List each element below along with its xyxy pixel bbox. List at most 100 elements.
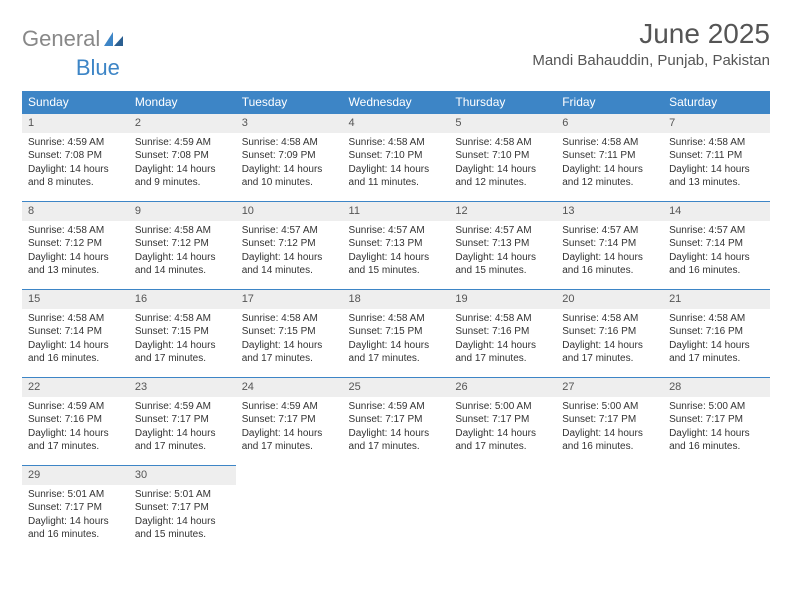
sunrise-text: Sunrise: 4:58 AM [562, 312, 657, 326]
day-body: Sunrise: 4:58 AMSunset: 7:10 PMDaylight:… [343, 133, 450, 196]
day-body: Sunrise: 4:58 AMSunset: 7:11 PMDaylight:… [556, 133, 663, 196]
day-number: 7 [663, 113, 770, 133]
sunrise-text: Sunrise: 4:57 AM [242, 224, 337, 238]
day-body: Sunrise: 4:59 AMSunset: 7:08 PMDaylight:… [129, 133, 236, 196]
daylight-text: Daylight: 14 hours and 16 minutes. [562, 251, 657, 278]
daylight-text: Daylight: 14 hours and 14 minutes. [242, 251, 337, 278]
daylight-text: Daylight: 14 hours and 15 minutes. [349, 251, 444, 278]
calendar-cell: 22Sunrise: 4:59 AMSunset: 7:16 PMDayligh… [22, 377, 129, 465]
day-number: 5 [449, 113, 556, 133]
day-body: Sunrise: 5:01 AMSunset: 7:17 PMDaylight:… [22, 485, 129, 548]
sunset-text: Sunset: 7:12 PM [135, 237, 230, 251]
day-number: 28 [663, 377, 770, 397]
sunset-text: Sunset: 7:13 PM [349, 237, 444, 251]
daylight-text: Daylight: 14 hours and 17 minutes. [455, 339, 550, 366]
day-number: 10 [236, 201, 343, 221]
daylight-text: Daylight: 14 hours and 17 minutes. [242, 339, 337, 366]
day-number: 12 [449, 201, 556, 221]
daylight-text: Daylight: 14 hours and 17 minutes. [562, 339, 657, 366]
day-number: 11 [343, 201, 450, 221]
sunset-text: Sunset: 7:15 PM [349, 325, 444, 339]
calendar-body: 1Sunrise: 4:59 AMSunset: 7:08 PMDaylight… [22, 113, 770, 553]
calendar-cell: 13Sunrise: 4:57 AMSunset: 7:14 PMDayligh… [556, 201, 663, 289]
day-number: 6 [556, 113, 663, 133]
day-body: Sunrise: 4:57 AMSunset: 7:13 PMDaylight:… [449, 221, 556, 284]
sunrise-text: Sunrise: 4:58 AM [28, 224, 123, 238]
day-body: Sunrise: 4:58 AMSunset: 7:16 PMDaylight:… [556, 309, 663, 372]
day-number: 15 [22, 289, 129, 309]
sunrise-text: Sunrise: 4:57 AM [349, 224, 444, 238]
day-body: Sunrise: 4:57 AMSunset: 7:14 PMDaylight:… [663, 221, 770, 284]
calendar-cell: 30Sunrise: 5:01 AMSunset: 7:17 PMDayligh… [129, 465, 236, 553]
sunset-text: Sunset: 7:11 PM [562, 149, 657, 163]
sunset-text: Sunset: 7:16 PM [562, 325, 657, 339]
sunset-text: Sunset: 7:17 PM [669, 413, 764, 427]
sunset-text: Sunset: 7:14 PM [669, 237, 764, 251]
sunset-text: Sunset: 7:17 PM [242, 413, 337, 427]
day-number: 9 [129, 201, 236, 221]
daylight-text: Daylight: 14 hours and 16 minutes. [669, 251, 764, 278]
calendar-cell: 23Sunrise: 4:59 AMSunset: 7:17 PMDayligh… [129, 377, 236, 465]
day-body: Sunrise: 4:58 AMSunset: 7:11 PMDaylight:… [663, 133, 770, 196]
sunrise-text: Sunrise: 4:59 AM [135, 400, 230, 414]
day-number: 4 [343, 113, 450, 133]
logo-sail-icon [103, 30, 125, 48]
day-number: 25 [343, 377, 450, 397]
sunrise-text: Sunrise: 4:58 AM [135, 224, 230, 238]
daylight-text: Daylight: 14 hours and 17 minutes. [669, 339, 764, 366]
calendar-cell: 11Sunrise: 4:57 AMSunset: 7:13 PMDayligh… [343, 201, 450, 289]
calendar-cell: 18Sunrise: 4:58 AMSunset: 7:15 PMDayligh… [343, 289, 450, 377]
day-number: 19 [449, 289, 556, 309]
day-number: 20 [556, 289, 663, 309]
calendar-cell: 9Sunrise: 4:58 AMSunset: 7:12 PMDaylight… [129, 201, 236, 289]
sunrise-text: Sunrise: 5:00 AM [669, 400, 764, 414]
day-body: Sunrise: 4:58 AMSunset: 7:14 PMDaylight:… [22, 309, 129, 372]
day-body: Sunrise: 4:59 AMSunset: 7:17 PMDaylight:… [129, 397, 236, 460]
calendar-cell: 5Sunrise: 4:58 AMSunset: 7:10 PMDaylight… [449, 113, 556, 201]
day-body: Sunrise: 4:59 AMSunset: 7:17 PMDaylight:… [343, 397, 450, 460]
calendar-cell: 3Sunrise: 4:58 AMSunset: 7:09 PMDaylight… [236, 113, 343, 201]
day-number: 14 [663, 201, 770, 221]
day-body: Sunrise: 4:58 AMSunset: 7:09 PMDaylight:… [236, 133, 343, 196]
sunset-text: Sunset: 7:12 PM [242, 237, 337, 251]
sunrise-text: Sunrise: 4:58 AM [669, 312, 764, 326]
calendar-cell: 8Sunrise: 4:58 AMSunset: 7:12 PMDaylight… [22, 201, 129, 289]
day-number: 26 [449, 377, 556, 397]
sunrise-text: Sunrise: 4:59 AM [28, 400, 123, 414]
calendar-cell: 4Sunrise: 4:58 AMSunset: 7:10 PMDaylight… [343, 113, 450, 201]
calendar-cell: 24Sunrise: 4:59 AMSunset: 7:17 PMDayligh… [236, 377, 343, 465]
day-header: Tuesday [236, 91, 343, 113]
sunset-text: Sunset: 7:16 PM [455, 325, 550, 339]
sunrise-text: Sunrise: 4:58 AM [349, 136, 444, 150]
calendar-cell: 15Sunrise: 4:58 AMSunset: 7:14 PMDayligh… [22, 289, 129, 377]
daylight-text: Daylight: 14 hours and 15 minutes. [455, 251, 550, 278]
sunrise-text: Sunrise: 4:58 AM [28, 312, 123, 326]
calendar-cell [556, 465, 663, 553]
sunrise-text: Sunrise: 4:59 AM [135, 136, 230, 150]
month-title: June 2025 [532, 18, 770, 50]
calendar-cell: 17Sunrise: 4:58 AMSunset: 7:15 PMDayligh… [236, 289, 343, 377]
calendar-header-row: SundayMondayTuesdayWednesdayThursdayFrid… [22, 91, 770, 113]
sunrise-text: Sunrise: 5:00 AM [562, 400, 657, 414]
sunrise-text: Sunrise: 5:01 AM [135, 488, 230, 502]
day-body: Sunrise: 4:58 AMSunset: 7:10 PMDaylight:… [449, 133, 556, 196]
daylight-text: Daylight: 14 hours and 15 minutes. [135, 515, 230, 542]
sunrise-text: Sunrise: 4:59 AM [349, 400, 444, 414]
calendar-week: 29Sunrise: 5:01 AMSunset: 7:17 PMDayligh… [22, 465, 770, 553]
calendar-cell: 29Sunrise: 5:01 AMSunset: 7:17 PMDayligh… [22, 465, 129, 553]
calendar-week: 15Sunrise: 4:58 AMSunset: 7:14 PMDayligh… [22, 289, 770, 377]
sunset-text: Sunset: 7:14 PM [28, 325, 123, 339]
day-number: 18 [343, 289, 450, 309]
calendar-cell [449, 465, 556, 553]
calendar-cell: 14Sunrise: 4:57 AMSunset: 7:14 PMDayligh… [663, 201, 770, 289]
calendar-cell [663, 465, 770, 553]
day-number: 23 [129, 377, 236, 397]
sunset-text: Sunset: 7:13 PM [455, 237, 550, 251]
calendar-week: 8Sunrise: 4:58 AMSunset: 7:12 PMDaylight… [22, 201, 770, 289]
daylight-text: Daylight: 14 hours and 13 minutes. [669, 163, 764, 190]
day-body: Sunrise: 4:57 AMSunset: 7:13 PMDaylight:… [343, 221, 450, 284]
day-header: Monday [129, 91, 236, 113]
day-number: 1 [22, 113, 129, 133]
day-body: Sunrise: 4:58 AMSunset: 7:12 PMDaylight:… [22, 221, 129, 284]
day-body: Sunrise: 4:58 AMSunset: 7:16 PMDaylight:… [449, 309, 556, 372]
